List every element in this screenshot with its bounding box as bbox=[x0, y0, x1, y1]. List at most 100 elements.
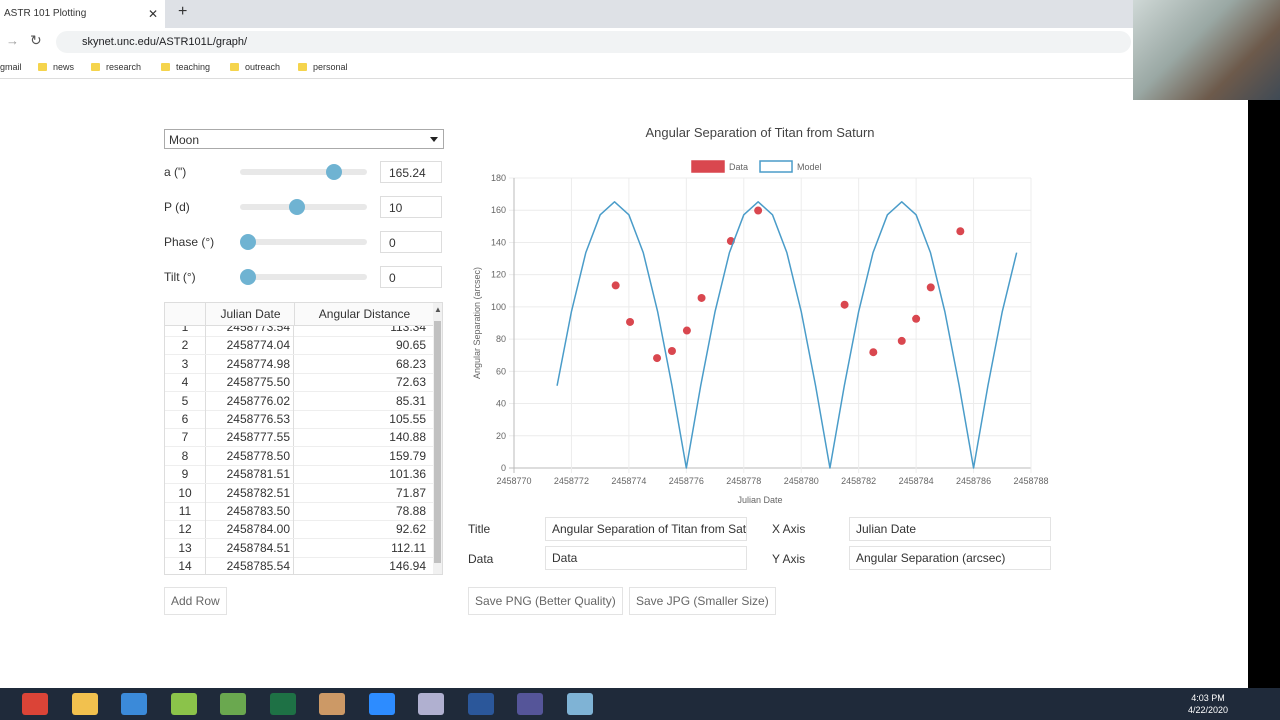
slider-track[interactable] bbox=[240, 239, 367, 245]
taskbar-icon[interactable] bbox=[517, 693, 543, 715]
table-cell[interactable]: 2458785.54 bbox=[205, 557, 294, 574]
new-tab[interactable]: + bbox=[178, 3, 188, 20]
address-bar[interactable]: skynet.unc.edu/ASTR101L/graph/ bbox=[56, 31, 1131, 53]
x-axis-input[interactable]: Julian Date bbox=[849, 517, 1051, 541]
taskbar-icon[interactable] bbox=[319, 693, 345, 715]
add-row-button[interactable]: Add Row bbox=[164, 587, 227, 615]
x-tick-label: 2458774 bbox=[611, 476, 646, 486]
table-row: 4 2458775.50 72.63 bbox=[165, 373, 433, 393]
chart: Angular Separation of Titan from Saturn … bbox=[472, 125, 1049, 505]
y-tick-label: 60 bbox=[496, 366, 506, 376]
slider-thumb[interactable] bbox=[289, 199, 305, 215]
slider-thumb[interactable] bbox=[240, 269, 256, 285]
taskbar-icon[interactable] bbox=[220, 693, 246, 715]
table-cell[interactable]: 146.94 bbox=[389, 559, 426, 574]
slider-track[interactable] bbox=[240, 274, 367, 280]
object-select[interactable]: Moon bbox=[164, 129, 444, 149]
tab[interactable]: ASTR 101 Plotting bbox=[0, 0, 165, 28]
table-cell[interactable]: 71.87 bbox=[395, 485, 426, 500]
bookmark[interactable]: outreach bbox=[230, 62, 280, 72]
table-cell[interactable]: 105.55 bbox=[389, 412, 426, 426]
tab-close[interactable]: ✕ bbox=[148, 7, 159, 21]
data-input[interactable]: Data bbox=[545, 546, 747, 570]
x-tick-label: 2458788 bbox=[1013, 476, 1048, 486]
title-input[interactable]: Angular Separation of Titan from Saturn bbox=[545, 517, 747, 541]
taskbar-icon[interactable] bbox=[269, 693, 296, 715]
forward[interactable]: → bbox=[6, 33, 19, 48]
table-cell[interactable]: 2458774.98 bbox=[205, 354, 294, 373]
taskbar-icon[interactable] bbox=[467, 693, 494, 715]
x-tick-label: 2458770 bbox=[496, 476, 531, 486]
x-tick-label: 2458776 bbox=[669, 476, 704, 486]
bookmark[interactable]: personal bbox=[298, 62, 348, 72]
bookmark-label: teaching bbox=[176, 62, 211, 72]
table-cell[interactable]: 78.88 bbox=[395, 504, 426, 518]
table-row: 10 2458782.51 71.87 bbox=[165, 483, 433, 503]
slider-thumb[interactable] bbox=[240, 234, 256, 250]
bookmark[interactable]: research bbox=[91, 62, 141, 72]
taskbar-icon[interactable] bbox=[418, 693, 444, 715]
data-point bbox=[697, 293, 706, 302]
table-cell[interactable]: 2458784.00 bbox=[205, 520, 294, 539]
save-jpg-button[interactable]: Save JPG (Smaller Size) bbox=[629, 587, 776, 615]
table-cell[interactable]: 2458778.50 bbox=[205, 446, 294, 465]
table-cell[interactable]: 2458784.51 bbox=[205, 538, 294, 557]
table-cell: 9 bbox=[165, 465, 206, 484]
slider-thumb[interactable] bbox=[326, 164, 342, 180]
y-axis-input[interactable]: Angular Separation (arcsec) bbox=[849, 546, 1051, 570]
y-axis-label: Angular Separation (arcsec) bbox=[472, 267, 482, 379]
table-cell: 7 bbox=[165, 428, 206, 447]
table-cell[interactable]: 2458782.51 bbox=[205, 483, 294, 502]
slider-track[interactable] bbox=[240, 169, 367, 175]
taskbar-icon[interactable] bbox=[71, 693, 98, 715]
reload[interactable]: ↻ bbox=[30, 32, 42, 48]
slider-value[interactable]: 165.24 bbox=[380, 161, 442, 183]
table-cell[interactable]: 72.63 bbox=[395, 375, 426, 390]
bookmark[interactable]: teaching bbox=[161, 62, 210, 72]
table-cell[interactable]: 2458776.53 bbox=[205, 410, 294, 428]
table-cell[interactable]: 112.11 bbox=[391, 540, 426, 555]
taskbar-icon[interactable] bbox=[22, 693, 48, 715]
taskbar-icon[interactable] bbox=[566, 693, 593, 715]
legend-swatch bbox=[691, 160, 725, 173]
webcam-overlay bbox=[1133, 0, 1280, 100]
scrollbar-thumb[interactable] bbox=[434, 321, 441, 563]
taskbar-icon[interactable] bbox=[368, 693, 395, 715]
data-point bbox=[682, 326, 691, 335]
table-cell[interactable]: 2458777.55 bbox=[205, 428, 294, 447]
x-tick-label: 2458772 bbox=[554, 476, 589, 486]
table-cell[interactable]: 85.31 bbox=[395, 393, 426, 408]
table-cell[interactable]: 2458774.04 bbox=[205, 336, 294, 355]
table-cell[interactable]: 2458775.50 bbox=[205, 373, 294, 392]
scroll-up[interactable]: ▲ bbox=[434, 305, 442, 314]
taskbar-icon[interactable] bbox=[121, 693, 147, 715]
data-point bbox=[667, 346, 676, 355]
slider-label: a (") bbox=[164, 165, 187, 179]
table-cell[interactable]: 140.88 bbox=[389, 430, 426, 445]
taskbar-icon[interactable] bbox=[170, 693, 197, 715]
data-point bbox=[754, 206, 763, 215]
bookmark[interactable]: gmail bbox=[0, 62, 22, 72]
table-cell[interactable]: 159.79 bbox=[389, 448, 426, 463]
column-header[interactable]: Angular Distance bbox=[294, 303, 434, 325]
table-cell[interactable]: 90.65 bbox=[395, 338, 426, 353]
y-tick-label: 0 bbox=[501, 463, 506, 473]
bookmark-label: outreach bbox=[245, 62, 281, 72]
column-header[interactable]: Julian Date bbox=[205, 303, 295, 325]
table-cell[interactable]: 2458783.50 bbox=[205, 502, 294, 520]
time: 4:03 PM bbox=[1191, 693, 1225, 703]
slider-value[interactable]: 0 bbox=[380, 231, 442, 253]
table-cell[interactable]: 68.23 bbox=[395, 356, 426, 371]
bookmark-label: personal bbox=[313, 62, 348, 72]
table-cell[interactable]: 92.62 bbox=[395, 522, 426, 537]
table-cell[interactable]: 2458776.02 bbox=[205, 391, 294, 410]
y-tick-label: 100 bbox=[491, 302, 506, 312]
table-cell: 5 bbox=[165, 391, 206, 410]
table-cell[interactable]: 101.36 bbox=[389, 467, 426, 482]
slider-value[interactable]: 10 bbox=[380, 196, 442, 218]
slider-value[interactable]: 0 bbox=[380, 266, 442, 288]
x-axis-label: Julian Date bbox=[737, 495, 782, 505]
bookmark[interactable]: news bbox=[38, 62, 74, 72]
table-cell[interactable]: 2458781.51 bbox=[205, 465, 294, 484]
save-png-button[interactable]: Save PNG (Better Quality) bbox=[468, 587, 623, 615]
